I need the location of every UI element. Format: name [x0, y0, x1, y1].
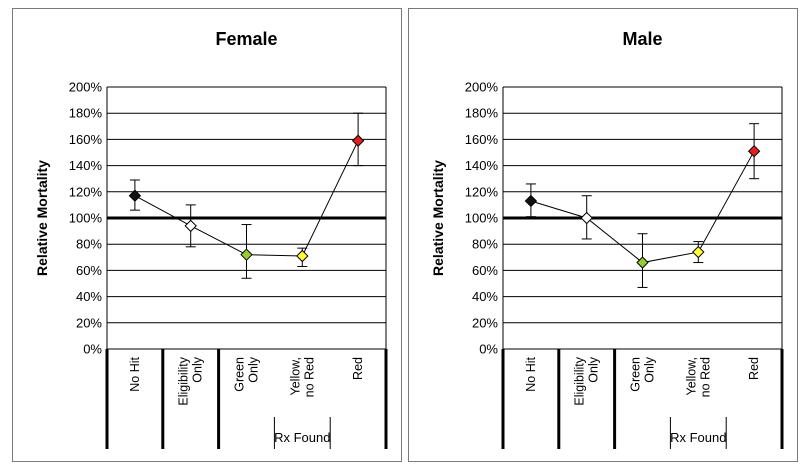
data-point-marker: [524, 194, 538, 208]
y-tick-label: 60%: [76, 263, 102, 278]
category-label: Only: [587, 356, 601, 382]
category-label: no Red: [698, 357, 712, 397]
category-label: Green: [629, 357, 643, 392]
category-label: no Red: [302, 357, 316, 397]
category-label: No Hit: [128, 356, 142, 391]
y-tick-label: 140%: [465, 158, 499, 173]
y-tick-label: 180%: [69, 106, 103, 121]
y-tick-label: 40%: [76, 289, 102, 304]
y-tick-label: 20%: [76, 315, 102, 330]
chart-panel-male: Male Relative Mortality 0% 20% 40% 60% 80% 100%…: [408, 8, 798, 462]
y-tick-label: 160%: [465, 132, 499, 147]
data-point-marker: [184, 219, 197, 233]
y-tick-label: 180%: [465, 106, 499, 121]
y-tick-label: 160%: [69, 132, 103, 147]
y-tick-label: 120%: [69, 184, 103, 199]
category-label: Green: [233, 357, 247, 392]
data-point-marker: [240, 248, 253, 261]
category-label: Yellow,: [684, 357, 698, 395]
category-label: Only: [643, 356, 657, 382]
data-point-marker: [296, 249, 309, 263]
chart-svg: Male Relative Mortality 0% 20% 40% 60% 80% 100%…: [430, 29, 784, 449]
y-tick-label: 100%: [465, 211, 499, 226]
y-tick-label: 80%: [472, 237, 498, 252]
y-axis-label: Relative Mortality: [34, 160, 50, 276]
y-tick-label: 20%: [472, 315, 498, 330]
category-label: Eligibility: [177, 356, 191, 405]
chart-title: Male: [622, 29, 662, 49]
data-point-marker: [636, 256, 649, 269]
y-tick-label: 80%: [76, 237, 102, 252]
y-tick-label: 0%: [479, 342, 498, 357]
category-label: Only: [191, 356, 205, 382]
category-label: Yellow,: [288, 357, 302, 395]
data-point-marker: [580, 211, 593, 225]
y-tick-label: 100%: [69, 211, 103, 226]
data-point-marker: [351, 134, 365, 147]
group-label-rx-found: Rx Found: [670, 430, 726, 445]
y-tick-label: 200%: [69, 80, 103, 95]
category-label: Eligibility: [573, 356, 587, 405]
chart-title: Female: [215, 29, 277, 49]
category-label: Only: [247, 356, 261, 382]
y-tick-label: 200%: [465, 80, 499, 95]
chart-svg: Female Relative Mortality 0% 20% 40% 60% 80% 10…: [34, 29, 388, 449]
y-tick-label: 120%: [465, 184, 499, 199]
y-axis-label: Relative Mortality: [430, 160, 446, 276]
data-point-marker: [747, 144, 761, 158]
y-tick-label: 60%: [472, 263, 498, 278]
category-label: Red: [351, 357, 365, 380]
y-tick-label: 140%: [69, 158, 103, 173]
data-point-marker: [692, 245, 705, 259]
category-label: Red: [747, 357, 761, 380]
category-label: No Hit: [524, 356, 538, 391]
data-point-marker: [128, 189, 142, 202]
chart-panel-female: Female Relative Mortality 0% 20% 40% 60% 80% 10…: [12, 8, 402, 462]
group-label-rx-found: Rx Found: [274, 430, 330, 445]
y-tick-label: 40%: [472, 289, 498, 304]
y-tick-label: 0%: [83, 342, 102, 357]
